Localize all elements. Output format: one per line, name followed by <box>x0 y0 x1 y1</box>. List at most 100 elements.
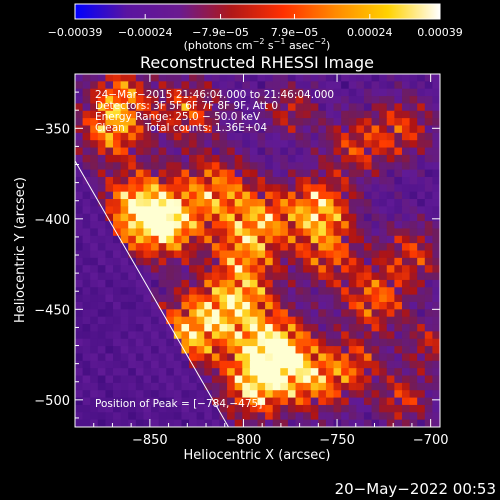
heatmap-cell <box>318 412 327 421</box>
heatmap-cell <box>135 125 145 134</box>
heatmap-cell <box>265 324 274 332</box>
heatmap-cell <box>310 375 319 384</box>
heatmap-cell <box>211 147 221 156</box>
heatmap-cell <box>158 103 167 112</box>
heatmap-cell <box>196 154 205 163</box>
heatmap-cell <box>379 221 388 230</box>
heatmap-cell <box>181 257 190 266</box>
heatmap-cell <box>143 191 152 200</box>
heatmap-cell <box>181 324 190 332</box>
heatmap-cell <box>401 294 411 303</box>
heatmap-cell <box>401 338 411 347</box>
heatmap-cell <box>424 169 433 178</box>
heatmap-cell <box>394 110 403 119</box>
heatmap-cell <box>166 265 175 274</box>
heatmap-cell <box>249 324 259 332</box>
heatmap-cell <box>189 412 198 421</box>
heatmap-cell <box>90 154 99 163</box>
heatmap-cell <box>257 360 266 369</box>
heatmap-cell <box>173 279 183 288</box>
heatmap-cell <box>272 331 281 340</box>
heatmap-cell <box>227 96 236 105</box>
heatmap-cell <box>181 346 190 355</box>
colorbar-tick-label: 0.00024 <box>347 26 393 39</box>
heatmap-cell <box>417 103 426 112</box>
heatmap-cell <box>249 162 259 171</box>
heatmap-cell <box>257 404 266 413</box>
heatmap-cell <box>135 228 145 237</box>
heatmap-cell <box>386 118 395 127</box>
heatmap-cell <box>379 235 388 244</box>
heatmap-cell <box>424 279 433 288</box>
heatmap-cell <box>196 331 205 340</box>
heatmap-cell <box>318 419 327 427</box>
heatmap-cell <box>249 169 259 178</box>
heatmap-cell <box>432 125 440 134</box>
heatmap-cell <box>348 110 357 119</box>
heatmap-cell <box>257 103 266 112</box>
heatmap-cell <box>257 316 266 325</box>
heatmap-cell <box>120 265 129 274</box>
heatmap-cell <box>128 324 137 332</box>
heatmap-cell <box>325 338 335 347</box>
heatmap-cell <box>242 243 251 252</box>
heatmap-cell <box>394 412 403 421</box>
heatmap-cell <box>424 250 433 259</box>
heatmap-cell <box>417 74 426 82</box>
heatmap-cell <box>151 331 160 340</box>
heatmap-cell <box>379 331 388 340</box>
heatmap-cell <box>432 199 440 207</box>
heatmap-cell <box>318 154 327 163</box>
heatmap-cell <box>189 243 198 252</box>
heatmap-cell <box>181 169 190 178</box>
heatmap-cell <box>166 257 175 266</box>
heatmap-cell <box>113 353 122 362</box>
heatmap-cell <box>318 331 327 340</box>
heatmap-cell <box>265 125 274 134</box>
heatmap-cell <box>272 243 281 252</box>
heatmap-cell <box>341 397 350 406</box>
heatmap-cell <box>189 346 198 355</box>
heatmap-cell <box>295 331 304 340</box>
y-tick-label: −500 <box>34 394 70 409</box>
heatmap-cell <box>432 176 440 185</box>
heatmap-cell <box>135 331 145 340</box>
heatmap-cell <box>318 147 327 156</box>
heatmap-cell <box>227 221 236 230</box>
heatmap-cell <box>356 324 365 332</box>
heatmap-cell <box>379 316 388 325</box>
heatmap-cell <box>113 125 122 134</box>
heatmap-cell <box>227 397 236 406</box>
heatmap-cell <box>227 132 236 141</box>
heatmap-cell <box>143 235 152 244</box>
heatmap-cell <box>75 309 84 318</box>
heatmap-cell <box>97 154 107 163</box>
heatmap-cell <box>90 265 99 274</box>
heatmap-cell <box>90 272 99 281</box>
heatmap-cell <box>135 235 145 244</box>
heatmap-cell <box>166 184 175 193</box>
heatmap-cell <box>341 184 350 193</box>
heatmap-cell <box>181 221 190 230</box>
heatmap-cell <box>181 132 190 141</box>
heatmap-cell <box>143 162 152 171</box>
heatmap-cell <box>75 382 84 391</box>
heatmap-cell <box>272 235 281 244</box>
heatmap-cell <box>417 353 426 362</box>
heatmap-cell <box>82 375 91 384</box>
heatmap-cell <box>158 294 167 303</box>
heatmap-cell <box>272 228 281 237</box>
heatmap-cell <box>181 382 190 391</box>
heatmap-cell <box>272 397 281 406</box>
heatmap-cell <box>166 331 175 340</box>
heatmap-cell <box>97 272 107 281</box>
heatmap-cell <box>181 213 190 222</box>
heatmap-cell <box>173 88 183 97</box>
heatmap-cell <box>272 221 281 230</box>
heatmap-cell <box>287 309 297 318</box>
heatmap-cell <box>432 169 440 178</box>
heatmap-cell <box>143 169 152 178</box>
heatmap-cell <box>394 331 403 340</box>
heatmap-cell <box>120 324 129 332</box>
heatmap-cell <box>227 250 236 259</box>
